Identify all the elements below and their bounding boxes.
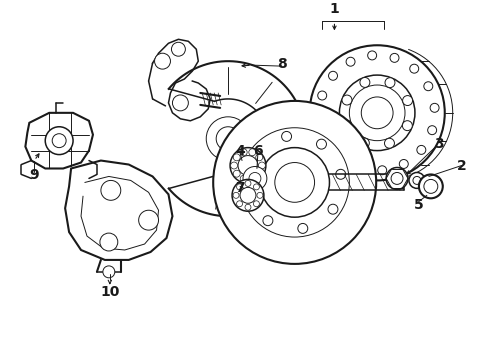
Text: 10: 10 xyxy=(100,285,120,299)
Circle shape xyxy=(385,138,394,148)
Circle shape xyxy=(315,113,324,122)
Circle shape xyxy=(399,159,408,168)
Circle shape xyxy=(245,180,251,186)
Polygon shape xyxy=(25,113,93,168)
Circle shape xyxy=(240,175,247,182)
Circle shape xyxy=(424,82,433,91)
Text: 1: 1 xyxy=(330,3,339,17)
Circle shape xyxy=(298,224,308,233)
Circle shape xyxy=(410,64,418,73)
Circle shape xyxy=(318,91,327,100)
Circle shape xyxy=(360,77,370,87)
Circle shape xyxy=(240,149,247,156)
Text: 7: 7 xyxy=(235,181,245,195)
Circle shape xyxy=(342,120,352,130)
Circle shape xyxy=(233,192,239,198)
Circle shape xyxy=(213,101,376,264)
Circle shape xyxy=(346,57,355,66)
Circle shape xyxy=(233,170,240,177)
Circle shape xyxy=(328,204,338,214)
Circle shape xyxy=(424,179,438,193)
Circle shape xyxy=(386,167,408,189)
Text: 5: 5 xyxy=(414,198,424,212)
Circle shape xyxy=(310,45,445,180)
Circle shape xyxy=(342,95,352,105)
Circle shape xyxy=(368,51,377,60)
Text: 2: 2 xyxy=(457,158,466,172)
Circle shape xyxy=(172,42,185,56)
Text: 3: 3 xyxy=(434,137,443,150)
Circle shape xyxy=(378,166,387,175)
Circle shape xyxy=(430,103,439,112)
Text: 4: 4 xyxy=(235,144,245,158)
Circle shape xyxy=(100,233,118,251)
Circle shape xyxy=(253,201,259,207)
Circle shape xyxy=(216,127,240,150)
Circle shape xyxy=(391,172,403,184)
Circle shape xyxy=(428,126,437,135)
Circle shape xyxy=(103,266,115,278)
Circle shape xyxy=(413,176,421,184)
Circle shape xyxy=(256,154,263,161)
Circle shape xyxy=(359,138,369,148)
Circle shape xyxy=(355,163,365,172)
Circle shape xyxy=(243,167,267,190)
Circle shape xyxy=(249,149,256,156)
Circle shape xyxy=(231,162,238,169)
Circle shape xyxy=(232,179,264,211)
Circle shape xyxy=(238,156,258,175)
Circle shape xyxy=(340,75,415,150)
Circle shape xyxy=(409,172,425,188)
Circle shape xyxy=(240,128,349,237)
Circle shape xyxy=(390,53,399,62)
Circle shape xyxy=(263,216,273,226)
Circle shape xyxy=(349,85,405,141)
Circle shape xyxy=(336,153,344,162)
Circle shape xyxy=(240,187,256,203)
Circle shape xyxy=(282,131,292,141)
Circle shape xyxy=(45,127,73,154)
Circle shape xyxy=(256,170,263,177)
Text: 9: 9 xyxy=(29,168,39,183)
Circle shape xyxy=(237,201,243,207)
Circle shape xyxy=(275,162,315,202)
Circle shape xyxy=(403,96,413,105)
Circle shape xyxy=(154,53,171,69)
Circle shape xyxy=(139,210,159,230)
Circle shape xyxy=(317,139,326,149)
Circle shape xyxy=(253,184,259,190)
Circle shape xyxy=(52,134,66,148)
Circle shape xyxy=(245,204,251,210)
Circle shape xyxy=(244,185,254,195)
Circle shape xyxy=(260,148,329,217)
Circle shape xyxy=(385,78,395,87)
Text: 8: 8 xyxy=(277,57,287,71)
Circle shape xyxy=(336,169,345,179)
Circle shape xyxy=(258,162,266,169)
Circle shape xyxy=(230,148,266,183)
Circle shape xyxy=(402,121,412,131)
Circle shape xyxy=(206,117,250,161)
Circle shape xyxy=(321,135,331,144)
Circle shape xyxy=(249,175,256,182)
Circle shape xyxy=(417,145,426,154)
Circle shape xyxy=(101,180,121,200)
Text: 6: 6 xyxy=(253,144,263,158)
Circle shape xyxy=(361,97,393,129)
Circle shape xyxy=(249,172,261,184)
Circle shape xyxy=(233,154,240,161)
Circle shape xyxy=(172,95,188,111)
Polygon shape xyxy=(65,161,172,260)
Circle shape xyxy=(257,192,263,198)
Circle shape xyxy=(419,175,443,198)
Circle shape xyxy=(329,71,338,80)
Circle shape xyxy=(251,150,261,161)
Circle shape xyxy=(237,184,243,190)
